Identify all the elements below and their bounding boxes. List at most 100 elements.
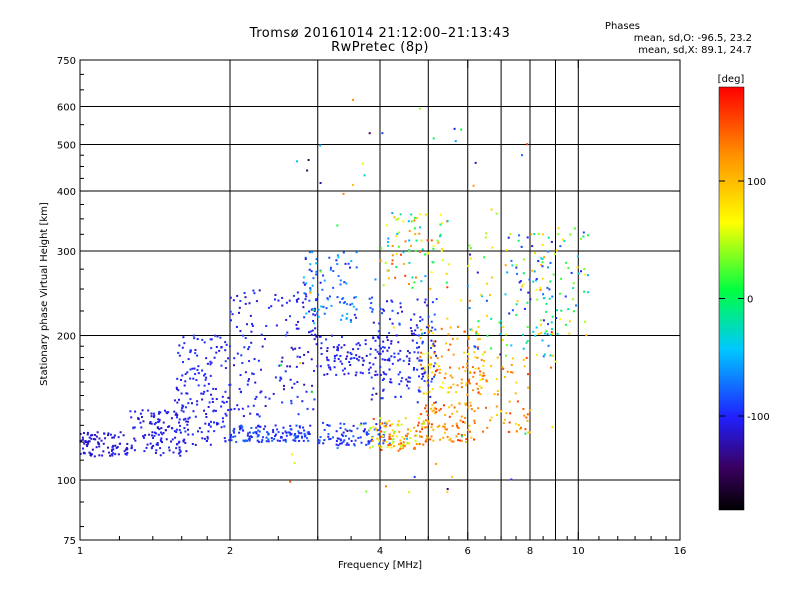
data-point — [359, 371, 362, 374]
data-point — [126, 451, 129, 454]
data-point — [539, 286, 542, 289]
data-point — [508, 421, 511, 424]
data-point — [185, 420, 188, 423]
data-point — [375, 423, 378, 426]
data-point — [196, 338, 199, 341]
data-point — [336, 254, 339, 257]
data-point — [491, 246, 494, 249]
data-point — [81, 436, 84, 439]
data-point — [261, 345, 264, 348]
data-point — [266, 431, 269, 434]
data-point — [347, 372, 350, 375]
data-point — [421, 372, 424, 375]
data-point — [224, 349, 227, 352]
data-point — [399, 395, 402, 398]
data-point — [307, 431, 310, 434]
data-point — [290, 399, 293, 402]
data-point — [86, 445, 89, 448]
data-point — [238, 306, 241, 309]
data-point — [311, 307, 314, 310]
data-point — [460, 128, 463, 131]
data-point — [349, 319, 352, 322]
data-point — [88, 436, 91, 439]
data-point — [515, 303, 518, 306]
data-point — [156, 427, 159, 430]
data-point — [221, 395, 224, 398]
data-point — [130, 416, 133, 419]
data-point — [220, 346, 223, 349]
data-point — [261, 439, 264, 442]
data-point — [313, 398, 316, 401]
data-point — [361, 372, 364, 375]
data-point — [239, 428, 242, 431]
data-point — [432, 343, 435, 346]
data-point — [323, 428, 326, 431]
data-point — [391, 423, 394, 426]
data-point — [415, 443, 418, 446]
data-point — [467, 346, 470, 349]
data-point — [570, 271, 573, 274]
data-point — [407, 376, 410, 379]
data-point — [469, 253, 472, 256]
data-point — [385, 224, 388, 227]
data-point — [583, 320, 586, 323]
data-point — [111, 454, 114, 457]
data-point — [314, 307, 317, 310]
data-point — [485, 299, 488, 302]
data-point — [109, 433, 112, 436]
data-point — [389, 437, 392, 440]
data-point — [149, 420, 152, 423]
data-point — [511, 371, 514, 374]
data-point — [426, 239, 429, 242]
data-point — [406, 350, 409, 353]
data-point — [83, 452, 86, 455]
data-point — [408, 442, 411, 445]
data-point — [496, 393, 499, 396]
data-point — [140, 426, 143, 429]
data-point — [454, 140, 457, 143]
data-point — [158, 418, 161, 421]
data-point — [251, 322, 254, 325]
data-point — [184, 417, 187, 420]
data-point — [586, 274, 589, 277]
data-point — [364, 422, 367, 425]
data-point — [185, 392, 188, 395]
data-point — [343, 439, 346, 442]
data-point — [383, 425, 386, 428]
data-point — [370, 376, 373, 379]
data-point — [299, 362, 302, 365]
data-point — [468, 299, 471, 302]
data-point — [425, 392, 428, 395]
data-point — [316, 365, 319, 368]
data-point — [498, 321, 501, 324]
data-point — [173, 430, 176, 433]
data-point — [304, 256, 307, 259]
data-point — [382, 371, 385, 374]
data-point — [572, 298, 575, 301]
data-point — [515, 430, 518, 433]
data-point — [322, 274, 325, 277]
data-point — [152, 436, 155, 439]
data-point — [435, 354, 438, 357]
data-point — [294, 347, 297, 350]
data-point — [296, 300, 299, 303]
data-point — [406, 435, 409, 438]
data-point — [185, 406, 188, 409]
data-point — [509, 412, 512, 415]
data-point — [271, 439, 274, 442]
data-point — [372, 321, 375, 324]
data-point — [467, 338, 470, 341]
data-point — [438, 365, 441, 368]
data-point — [309, 330, 312, 333]
data-point — [307, 439, 310, 442]
data-point — [582, 235, 585, 238]
data-point — [257, 359, 260, 362]
data-point — [303, 353, 306, 356]
data-point — [380, 247, 383, 250]
data-point — [432, 340, 435, 343]
data-point — [241, 362, 244, 365]
data-point — [176, 414, 179, 417]
data-point — [355, 343, 358, 346]
data-point — [285, 434, 288, 437]
data-point — [455, 422, 458, 425]
